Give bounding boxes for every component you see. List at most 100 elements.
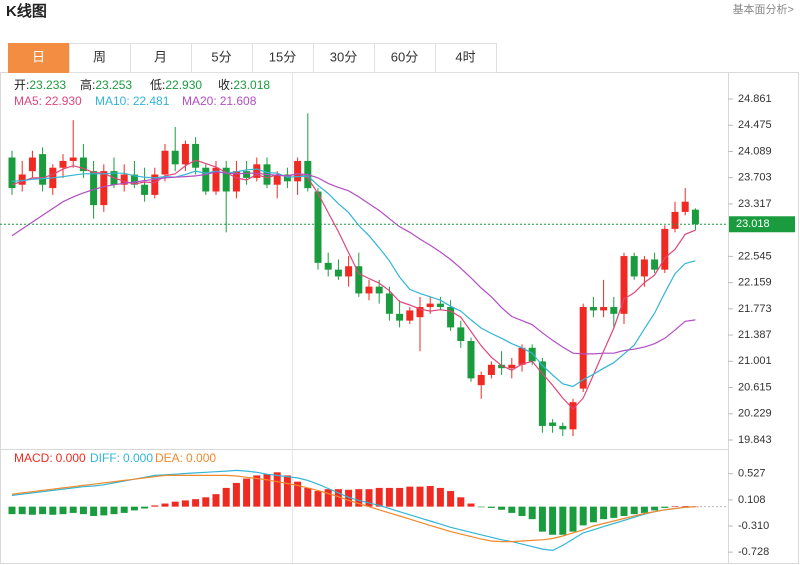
macd-bar: [273, 472, 281, 507]
candle-body: [457, 327, 465, 341]
candle-body: [334, 269, 342, 277]
tab-background: [191, 43, 253, 73]
candle-body: [141, 184, 149, 195]
candle-body: [8, 157, 16, 189]
macd-bar: [100, 506, 108, 516]
tab-label[interactable]: 60分: [391, 49, 418, 64]
tab-label[interactable]: 4时: [455, 49, 475, 64]
macd-bar: [79, 506, 87, 515]
ohlc-entry: 开:23.233: [14, 78, 66, 92]
candle-body: [559, 425, 567, 430]
macd-bar: [59, 506, 67, 515]
candle-body: [436, 303, 444, 308]
macd-bar: [324, 489, 332, 507]
legend-value: 0.000: [123, 451, 153, 465]
tab[interactable]: 4时: [435, 43, 497, 73]
macd-bar: [569, 506, 577, 532]
tab-label[interactable]: 5分: [211, 49, 231, 64]
tab[interactable]: 30分: [313, 43, 375, 73]
candles: [8, 113, 699, 437]
candle-body: [18, 174, 26, 185]
macd-bar: [661, 506, 669, 508]
macd-bar: [457, 497, 465, 507]
tab-background: [435, 43, 497, 73]
macd-bar: [528, 506, 536, 520]
candle-body: [416, 307, 424, 318]
indicator-line: [11, 159, 696, 410]
macd-bar: [171, 501, 179, 507]
tab-label[interactable]: 周: [93, 49, 106, 64]
legend-entry: MA5: 22.930: [14, 94, 82, 108]
tab[interactable]: 15分: [252, 43, 314, 73]
macd-bar: [426, 486, 434, 507]
y-tick-label: 0.527: [738, 468, 766, 480]
macd-bar: [90, 506, 98, 517]
tab-label[interactable]: 30分: [330, 49, 357, 64]
tab-background: [8, 43, 70, 73]
candle-body: [579, 307, 587, 389]
candle-body: [630, 256, 638, 277]
y-tick-label: -0.728: [738, 546, 769, 558]
legend-value: 21.608: [220, 94, 257, 108]
candle-body: [243, 171, 251, 178]
y-tick-label: 22.159: [738, 277, 772, 289]
macd-bar: [487, 506, 495, 508]
ohlc-label: 低:: [150, 78, 165, 92]
legend-value: 0.000: [56, 451, 86, 465]
macd-bar: [549, 506, 557, 535]
ohlc-label: 开:: [14, 78, 29, 92]
legend-name: DIFF:: [90, 451, 120, 465]
macd-bar: [130, 506, 138, 511]
candle-body: [589, 307, 597, 311]
macd-bar: [671, 506, 679, 507]
ohlc-label: 收:: [218, 78, 233, 92]
indicator-line: [11, 474, 696, 543]
y-tick-label: -0.310: [738, 520, 769, 532]
macd-bar: [120, 506, 128, 513]
tab-label[interactable]: 日: [32, 49, 45, 64]
macd-bar: [314, 491, 322, 507]
macd-bar: [416, 486, 424, 507]
candle-body: [151, 174, 159, 195]
tab[interactable]: 5分: [191, 43, 253, 73]
candle-body: [324, 262, 332, 270]
candle-body: [283, 174, 291, 182]
candle-body: [120, 174, 128, 185]
candle-body: [192, 143, 200, 168]
candle-body: [681, 201, 689, 212]
legend-name: MA10:: [95, 94, 130, 108]
tab[interactable]: 60分: [374, 43, 436, 73]
macd-bar: [385, 487, 393, 507]
candle-body: [538, 361, 546, 426]
legend-value: 0.000: [186, 451, 216, 465]
candle-body: [171, 150, 179, 165]
macd-bar: [304, 487, 312, 507]
tab-label[interactable]: 月: [154, 49, 167, 64]
candle-body: [406, 310, 414, 321]
macd-bar: [283, 475, 291, 507]
tab[interactable]: 周: [69, 43, 131, 73]
indicator-line: [11, 168, 696, 388]
candle-body: [253, 164, 261, 178]
candle-body: [365, 286, 373, 294]
macd-bar: [263, 474, 271, 507]
candle-body: [691, 209, 699, 225]
legend-name: DEA:: [155, 451, 183, 465]
macd-bar: [589, 506, 597, 523]
candle-body: [508, 364, 516, 369]
macd-bar: [192, 499, 200, 507]
macd-bar: [294, 481, 302, 507]
tab[interactable]: 月: [130, 43, 192, 73]
tab-label[interactable]: 15分: [269, 49, 296, 64]
macd-bar: [508, 506, 516, 513]
tab[interactable]: 日: [8, 43, 70, 73]
fundamental-link[interactable]: 基本面分析>: [733, 2, 794, 16]
macd-bar: [396, 487, 404, 507]
y-tick-label: 19.843: [738, 434, 772, 446]
legend-entry: DEA: 0.000: [155, 451, 216, 465]
widget-title: K线图: [6, 2, 47, 20]
tab-background: [69, 43, 131, 73]
candle-body: [161, 150, 169, 175]
macd-bar: [518, 506, 526, 517]
